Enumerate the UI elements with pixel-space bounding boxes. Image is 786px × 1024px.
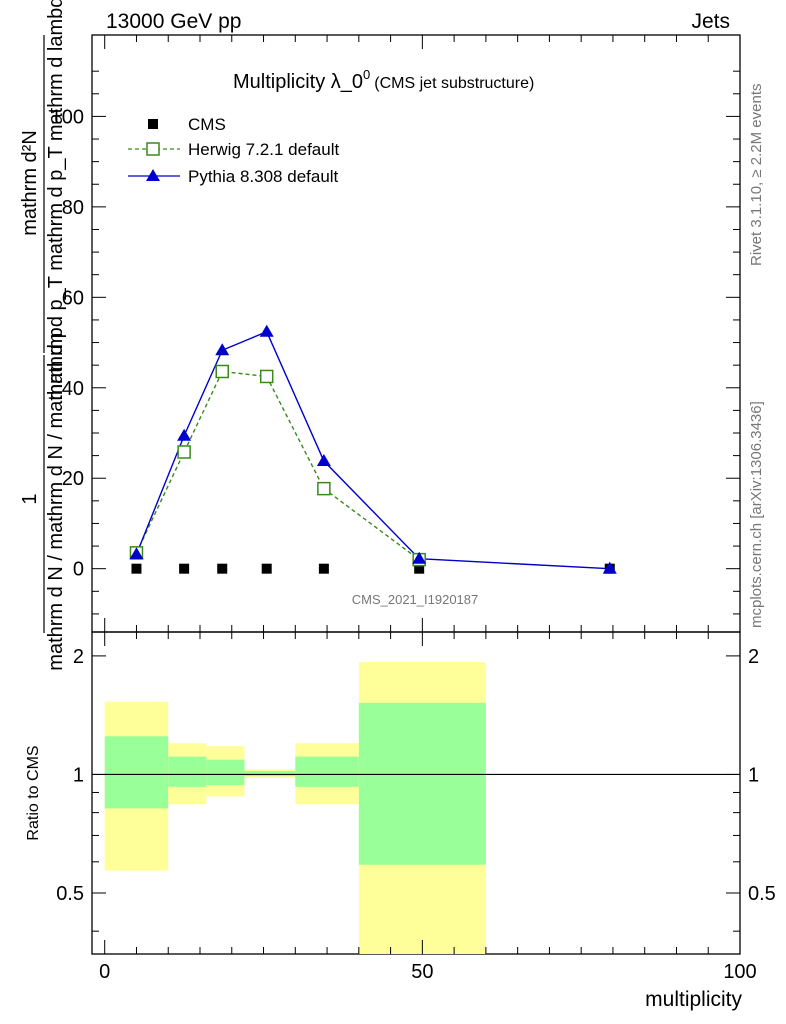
ratio-band-inner-4 — [295, 756, 359, 787]
series-line-1 — [135, 370, 420, 561]
ylabel-prefix-den: mathrm d N / mathrm d N / mathrm d p — [45, 327, 67, 670]
main-y-tick-label: 0 — [73, 559, 84, 581]
ratio-band-inner-0 — [104, 736, 169, 809]
series-line-2 — [135, 330, 610, 570]
main-y-tick-label: 100 — [51, 106, 84, 128]
data-series — [129, 324, 617, 574]
main-y-tick-label: 80 — [62, 197, 84, 219]
main-y-tick-label: 20 — [62, 468, 84, 490]
mcplots-label: mcplots.cern.ch [arXiv:1306.3436] — [748, 401, 765, 628]
pythia-point — [316, 454, 331, 467]
herwig-point — [259, 369, 274, 384]
plot-title-main: Multiplicity λ_0 — [233, 71, 363, 93]
main-y-axis-label: 1 mathrm d N / mathrm d N / mathrm d p m… — [19, 0, 67, 671]
x-tick-label: 0 — [99, 961, 110, 983]
rivet-label: Rivet 3.1.10, ≥ 2.2M events — [748, 84, 765, 267]
ratio-y-tick-label-left: 2 — [73, 646, 84, 668]
ratio-bands — [104, 661, 486, 954]
ratio-band-inner-3 — [244, 771, 296, 777]
main-y-tick-labels: 0 20 40 60 80 100 — [51, 106, 84, 580]
x-axis-label: multiplicity — [645, 988, 742, 1011]
cms-point — [179, 563, 190, 574]
legend-pythia-marker — [146, 169, 160, 181]
ratio-y-axis-label: Ratio to CMS — [25, 745, 42, 840]
herwig-point — [317, 481, 331, 496]
header-left-label: 13000 GeV pp — [106, 10, 241, 33]
pythia-point — [215, 343, 230, 356]
legend-herwig-label: Herwig 7.2.1 default — [188, 140, 339, 159]
legend: CMS Herwig 7.2.1 default Pythia 8.308 de… — [128, 115, 339, 186]
ylabel-denominator: mathrm d p_T mathrm d p_T mathrm d lambd… — [45, 0, 67, 400]
main-y-tick-label: 60 — [62, 287, 84, 309]
plot-title: Multiplicity λ_00 (CMS jet substructure) — [233, 67, 534, 93]
ratio-y-tick-labels: 0.5 0.5 1 1 2 2 — [56, 646, 776, 905]
pythia-point — [129, 547, 144, 560]
ylabel-prefix-num: 1 — [19, 493, 41, 504]
legend-cms-label: CMS — [188, 115, 226, 134]
ratio-band-inner-2 — [206, 759, 245, 786]
ratio-y-tick-label-right: 1 — [748, 764, 759, 786]
herwig-point — [177, 445, 191, 459]
x-tick-label: 50 — [411, 961, 433, 983]
ratio-band-inner-5 — [358, 702, 486, 865]
pythia-point — [259, 324, 274, 337]
pythia-point — [412, 551, 427, 564]
ratio-y-tick-label-left: 1 — [73, 764, 84, 786]
ratio-y-tick-label-right: 2 — [748, 646, 759, 668]
ratio-band-inner-1 — [168, 756, 207, 787]
pythia-point — [177, 428, 192, 441]
x-tick-labels: 0 50 100 — [99, 961, 757, 983]
x-tick-label: 100 — [723, 961, 756, 983]
cms-point — [414, 563, 425, 574]
legend-cms-marker — [148, 119, 158, 129]
herwig-point — [215, 364, 229, 379]
cms-point — [217, 563, 228, 574]
pythia-point — [602, 561, 617, 574]
plot-title-sup: 0 — [363, 67, 370, 82]
ratio-y-tick-label-left: 0.5 — [56, 883, 84, 905]
analysis-watermark: CMS_2021_I1920187 — [352, 592, 479, 607]
legend-herwig-marker — [146, 142, 160, 156]
cms-point — [131, 563, 142, 574]
header-right-label: Jets — [691, 10, 730, 33]
legend-pythia-label: Pythia 8.308 default — [188, 167, 339, 186]
plot-title-paren: (CMS jet substructure) — [374, 75, 534, 92]
cms-point — [318, 563, 329, 574]
ylabel-numerator: mathrm d²N — [19, 130, 41, 236]
axis-ticks — [92, 35, 741, 954]
ratio-y-tick-label-right: 0.5 — [748, 883, 776, 905]
main-y-tick-label: 40 — [62, 378, 84, 400]
cms-point — [261, 563, 272, 574]
